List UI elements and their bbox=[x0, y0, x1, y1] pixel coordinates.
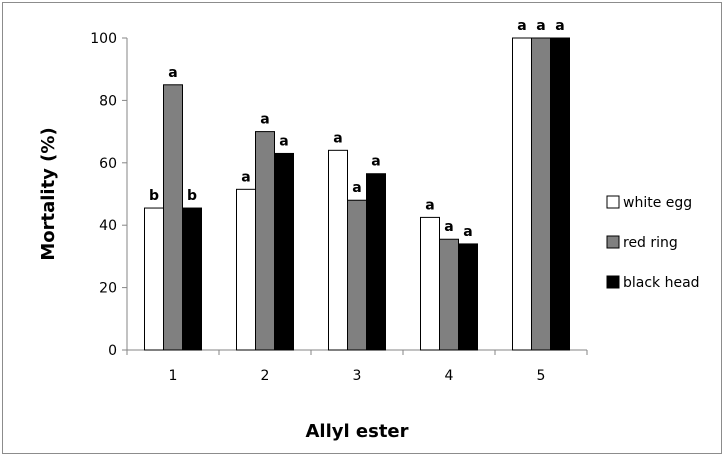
x-axis-title: Allyl ester bbox=[305, 421, 408, 442]
data-label: a bbox=[333, 130, 342, 146]
y-axis-title: Mortality (%) bbox=[38, 127, 59, 260]
data-label: a bbox=[536, 18, 545, 34]
bar-white-egg-1 bbox=[144, 207, 164, 351]
x-tick-label: 5 bbox=[537, 368, 546, 384]
y-tick-label: 80 bbox=[99, 93, 117, 109]
x-tick-label: 4 bbox=[445, 368, 454, 384]
data-label: a bbox=[517, 18, 526, 34]
data-label: a bbox=[352, 180, 361, 196]
data-label: a bbox=[555, 18, 564, 34]
bar-white-egg-2 bbox=[236, 188, 256, 351]
bar-red-ring-3 bbox=[347, 199, 367, 351]
legend-label: red ring bbox=[623, 235, 678, 251]
y-tick-label: 60 bbox=[99, 156, 117, 172]
data-label: a bbox=[279, 133, 288, 149]
legend-swatch-black-head bbox=[606, 275, 620, 289]
bar-white-egg-4 bbox=[420, 216, 440, 351]
data-label: a bbox=[463, 224, 472, 240]
data-label: a bbox=[241, 169, 250, 185]
y-tick-label: 40 bbox=[99, 218, 117, 234]
x-tick-label: 1 bbox=[169, 368, 178, 384]
bar-red-ring-4 bbox=[439, 238, 459, 351]
data-label: a bbox=[371, 154, 380, 170]
bar-white-egg-5 bbox=[512, 37, 532, 351]
bar-black-head-1 bbox=[182, 207, 202, 351]
legend-label: black head bbox=[623, 275, 700, 291]
bar-red-ring-2 bbox=[255, 131, 275, 351]
data-label: b bbox=[149, 188, 159, 204]
data-label: b bbox=[187, 188, 197, 204]
y-tick-label: 20 bbox=[99, 281, 117, 297]
bar-black-head-2 bbox=[274, 152, 294, 351]
bar-black-head-5 bbox=[550, 37, 570, 351]
bar-black-head-3 bbox=[366, 173, 386, 351]
bar-white-egg-3 bbox=[328, 149, 348, 351]
bar-red-ring-5 bbox=[531, 37, 551, 351]
legend-swatch-red-ring bbox=[606, 235, 620, 249]
data-label: a bbox=[168, 65, 177, 81]
bar-black-head-4 bbox=[458, 243, 478, 351]
data-label: a bbox=[260, 112, 269, 128]
data-label: a bbox=[425, 197, 434, 213]
x-tick-label: 3 bbox=[353, 368, 362, 384]
bar-red-ring-1 bbox=[163, 84, 183, 351]
y-tick-label: 0 bbox=[108, 343, 117, 359]
data-label: a bbox=[444, 219, 453, 235]
x-tick-label: 2 bbox=[261, 368, 270, 384]
legend-label: white egg bbox=[623, 195, 692, 211]
y-tick-label: 100 bbox=[90, 31, 117, 47]
legend-swatch-white-egg bbox=[606, 195, 620, 209]
